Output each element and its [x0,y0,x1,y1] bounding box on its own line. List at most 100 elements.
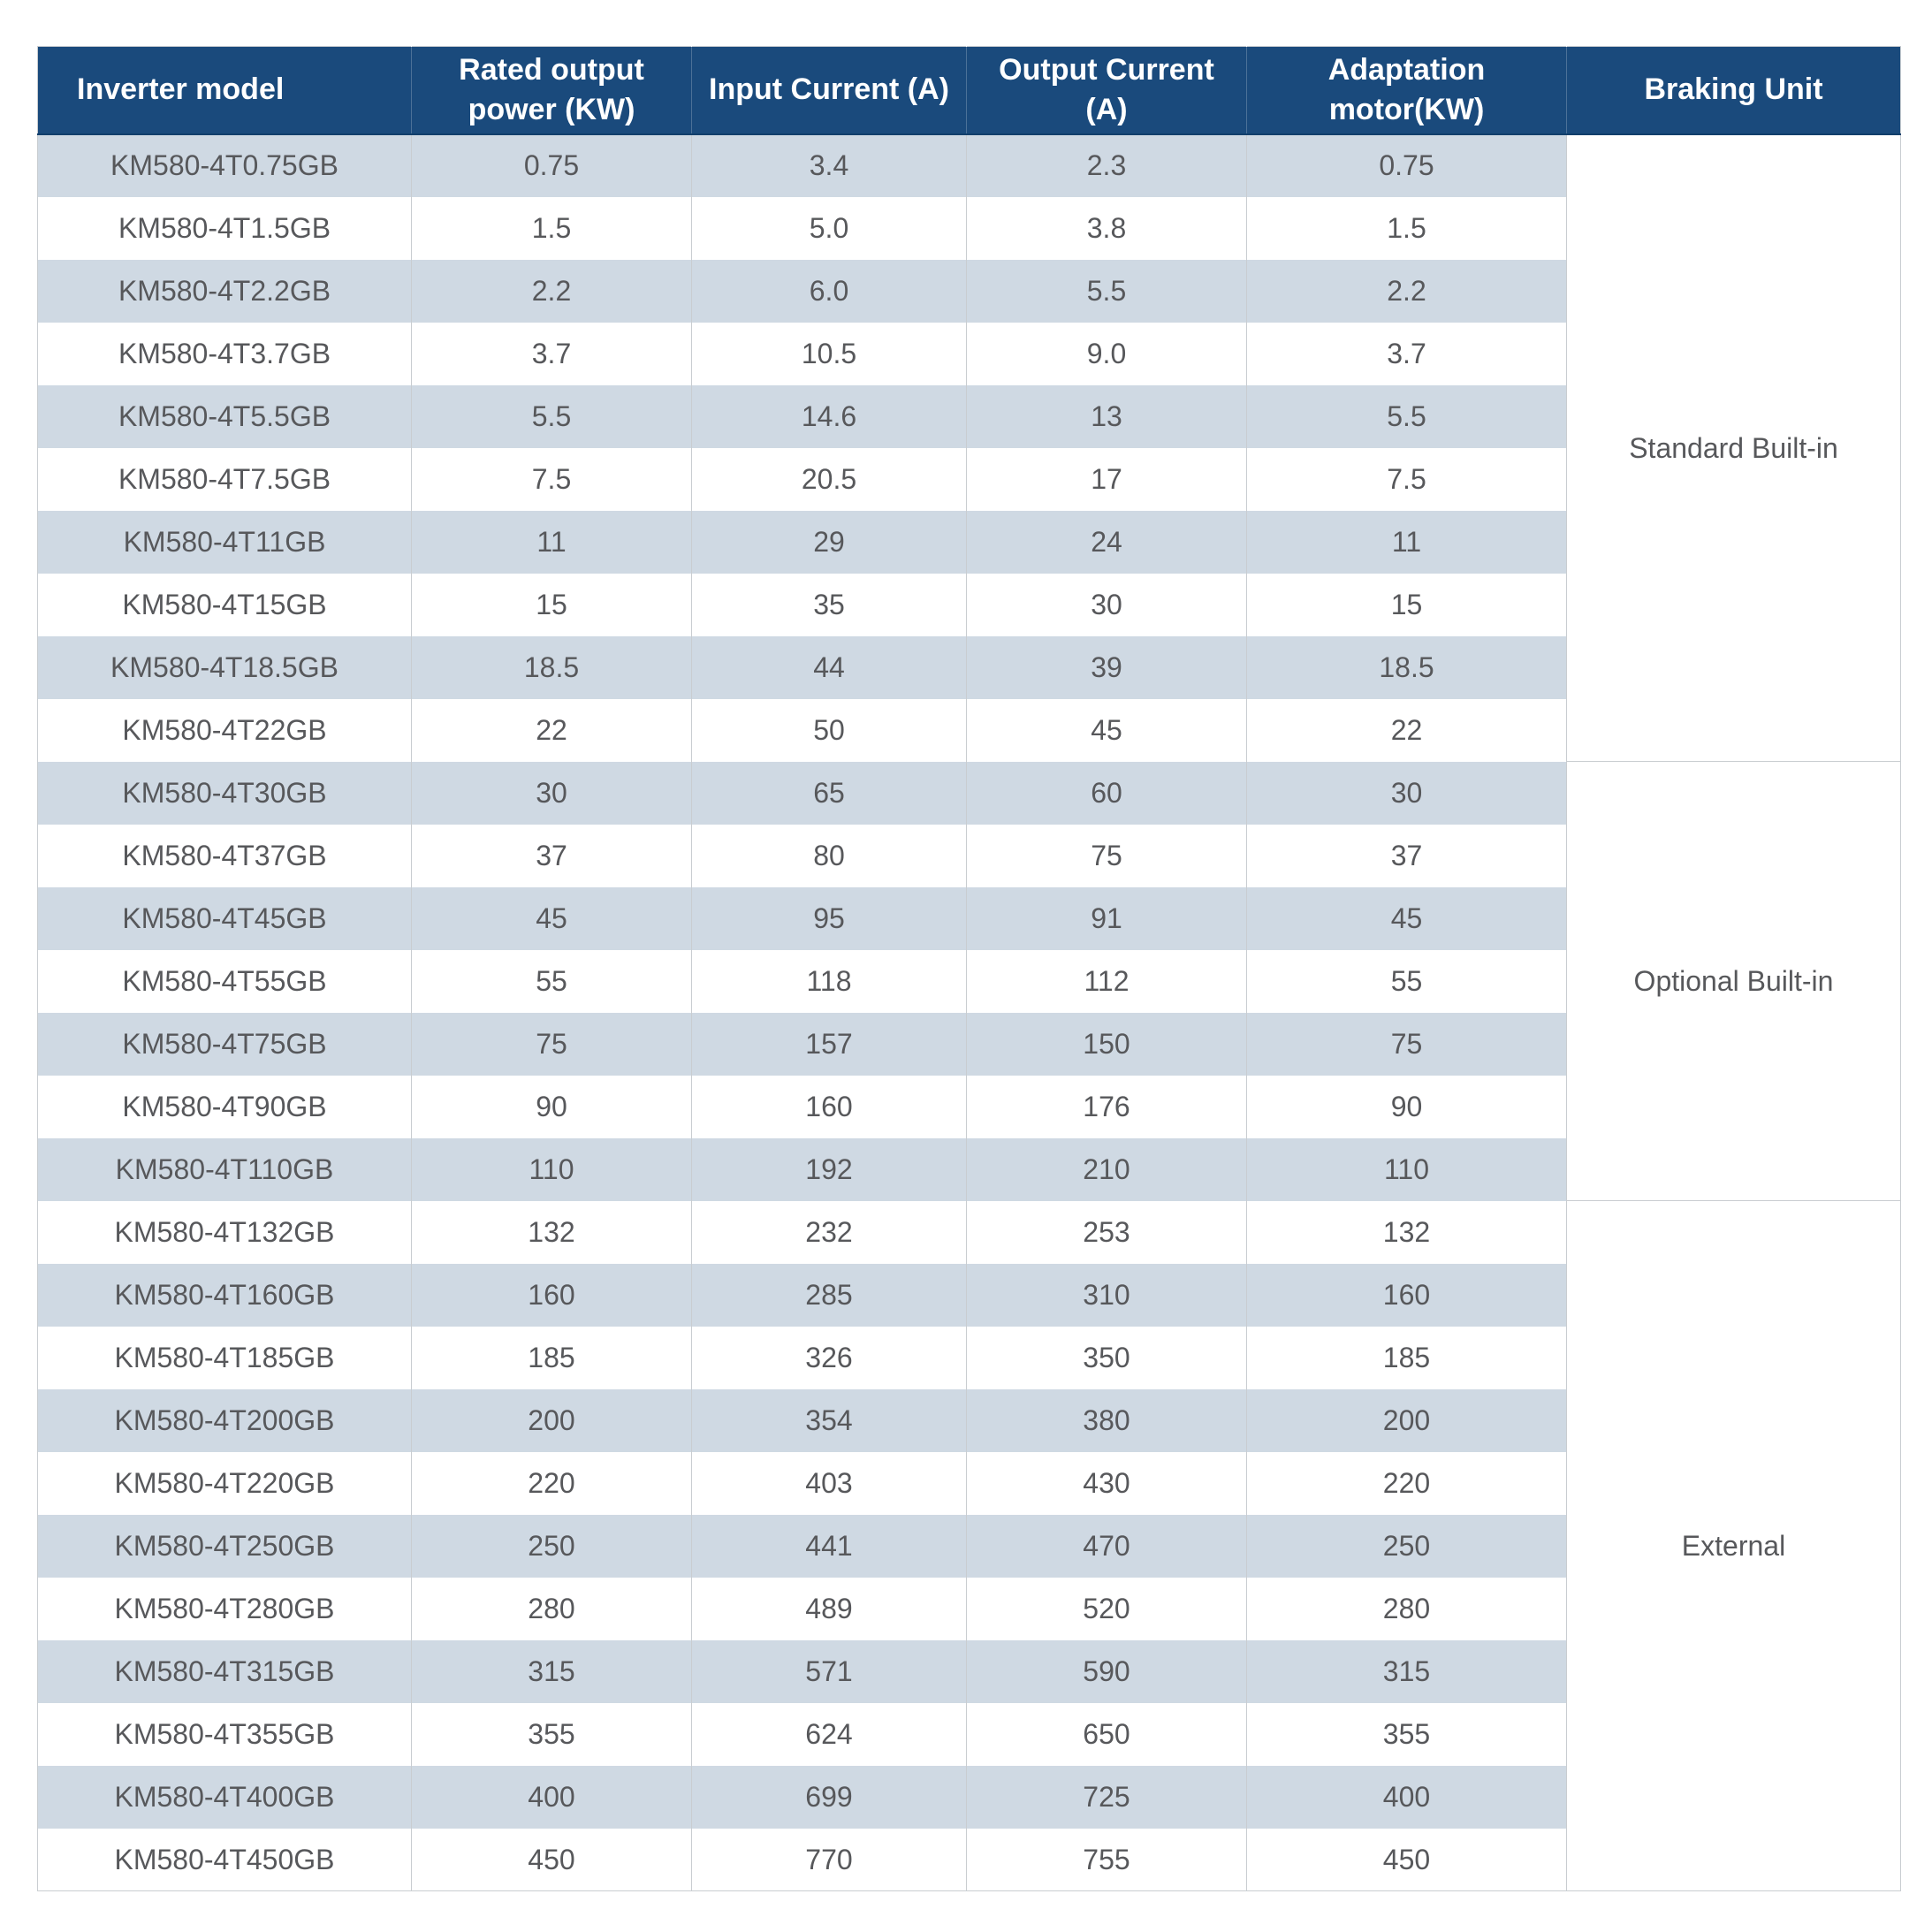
table-row: KM580-4T185GB 185 326 350 185 [37,1326,1901,1389]
cell-adaptation-motor: 3.7 [1246,322,1567,385]
cell-output-current: 17 [966,447,1247,511]
cell-adaptation-motor: 30 [1246,761,1567,825]
cell-input-current: 232 [691,1200,967,1264]
cell-output-current: 2.3 [966,133,1247,197]
braking-unit-cell: Standard Built-in [1566,133,1901,762]
table-row: KM580-4T3.7GB 3.7 10.5 9.0 3.7 [37,322,1901,385]
inverter-spec-table: Inverter model Rated output power (KW) I… [37,46,1901,1892]
cell-rated-power: 30 [411,761,692,825]
table-row: KM580-4T160GB 160 285 310 160 [37,1263,1901,1327]
cell-input-current: 20.5 [691,447,967,511]
cell-output-current: 150 [966,1012,1247,1076]
cell-adaptation-motor: 45 [1246,886,1567,950]
cell-output-current: 210 [966,1137,1247,1201]
cell-input-current: 14.6 [691,384,967,448]
cell-input-current: 80 [691,824,967,887]
cell-output-current: 13 [966,384,1247,448]
cell-output-current: 112 [966,949,1247,1013]
table-row: KM580-4T220GB 220 403 430 220 [37,1451,1901,1515]
table-row: KM580-4T37GB 37 80 75 37 [37,824,1901,887]
cell-output-current: 520 [966,1577,1247,1640]
cell-input-current: 699 [691,1765,967,1829]
table-row: KM580-4T7.5GB 7.5 20.5 17 7.5 [37,447,1901,511]
cell-adaptation-motor: 200 [1246,1388,1567,1452]
cell-input-current: 95 [691,886,967,950]
cell-rated-power: 400 [411,1765,692,1829]
table-row: KM580-4T450GB 450 770 755 450 [37,1828,1901,1891]
cell-model: KM580-4T160GB [37,1263,412,1327]
cell-model: KM580-4T132GB [37,1200,412,1264]
header-output-current: Output Current (A) [966,46,1247,135]
cell-output-current: 5.5 [966,259,1247,323]
cell-input-current: 192 [691,1137,967,1201]
cell-output-current: 30 [966,573,1247,636]
cell-adaptation-motor: 110 [1246,1137,1567,1201]
cell-adaptation-motor: 160 [1246,1263,1567,1327]
cell-model: KM580-4T185GB [37,1326,412,1389]
cell-output-current: 39 [966,635,1247,699]
cell-input-current: 6.0 [691,259,967,323]
cell-model: KM580-4T280GB [37,1577,412,1640]
cell-model: KM580-4T220GB [37,1451,412,1515]
cell-adaptation-motor: 75 [1246,1012,1567,1076]
cell-adaptation-motor: 400 [1246,1765,1567,1829]
cell-model: KM580-4T15GB [37,573,412,636]
table-row: KM580-4T45GB 45 95 91 45 [37,886,1901,950]
cell-rated-power: 110 [411,1137,692,1201]
cell-adaptation-motor: 355 [1246,1702,1567,1766]
cell-adaptation-motor: 7.5 [1246,447,1567,511]
cell-model: KM580-4T5.5GB [37,384,412,448]
cell-output-current: 176 [966,1075,1247,1138]
cell-output-current: 470 [966,1514,1247,1578]
table-row: KM580-4T11GB 11 29 24 11 [37,510,1901,574]
cell-output-current: 380 [966,1388,1247,1452]
cell-model: KM580-4T200GB [37,1388,412,1452]
cell-model: KM580-4T55GB [37,949,412,1013]
table-row: KM580-4T315GB 315 571 590 315 [37,1639,1901,1703]
cell-output-current: 590 [966,1639,1247,1703]
cell-input-current: 3.4 [691,133,967,197]
cell-model: KM580-4T22GB [37,698,412,762]
table-row: KM580-4T400GB 400 699 725 400 [37,1765,1901,1829]
header-braking-unit: Braking Unit [1566,46,1901,135]
cell-adaptation-motor: 15 [1246,573,1567,636]
table-row: KM580-4T2.2GB 2.2 6.0 5.5 2.2 [37,259,1901,323]
cell-rated-power: 132 [411,1200,692,1264]
cell-input-current: 35 [691,573,967,636]
cell-adaptation-motor: 1.5 [1246,196,1567,260]
table-row: KM580-4T0.75GB 0.75 3.4 2.3 0.75 Standard Bui… [37,133,1901,762]
cell-input-current: 65 [691,761,967,825]
header-input-current: Input Current (A) [691,46,967,135]
cell-adaptation-motor: 11 [1246,510,1567,574]
cell-output-current: 725 [966,1765,1247,1829]
cell-adaptation-motor: 0.75 [1246,133,1567,197]
cell-input-current: 44 [691,635,967,699]
cell-adaptation-motor: 280 [1246,1577,1567,1640]
cell-rated-power: 2.2 [411,259,692,323]
cell-model: KM580-4T2.2GB [37,259,412,323]
cell-rated-power: 0.75 [411,133,692,197]
cell-model: KM580-4T90GB [37,1075,412,1138]
cell-input-current: 403 [691,1451,967,1515]
cell-output-current: 650 [966,1702,1247,1766]
table-row: KM580-4T30GB 30 65 60 30 Optional Built-in [37,761,1901,1201]
cell-input-current: 10.5 [691,322,967,385]
cell-input-current: 441 [691,1514,967,1578]
cell-model: KM580-4T3.7GB [37,322,412,385]
cell-output-current: 253 [966,1200,1247,1264]
cell-model: KM580-4T1.5GB [37,196,412,260]
cell-model: KM580-4T250GB [37,1514,412,1578]
header-rated-power: Rated output power (KW) [411,46,692,135]
cell-rated-power: 3.7 [411,322,692,385]
cell-output-current: 24 [966,510,1247,574]
cell-adaptation-motor: 315 [1246,1639,1567,1703]
cell-adaptation-motor: 220 [1246,1451,1567,1515]
table-row: KM580-4T1.5GB 1.5 5.0 3.8 1.5 [37,196,1901,260]
table-header: Inverter model Rated output power (KW) I… [37,46,1901,135]
cell-input-current: 624 [691,1702,967,1766]
braking-unit-cell: External [1566,1200,1901,1891]
cell-model: KM580-4T7.5GB [37,447,412,511]
table-row: KM580-4T55GB 55 118 112 55 [37,949,1901,1013]
cell-adaptation-motor: 250 [1246,1514,1567,1578]
cell-rated-power: 355 [411,1702,692,1766]
